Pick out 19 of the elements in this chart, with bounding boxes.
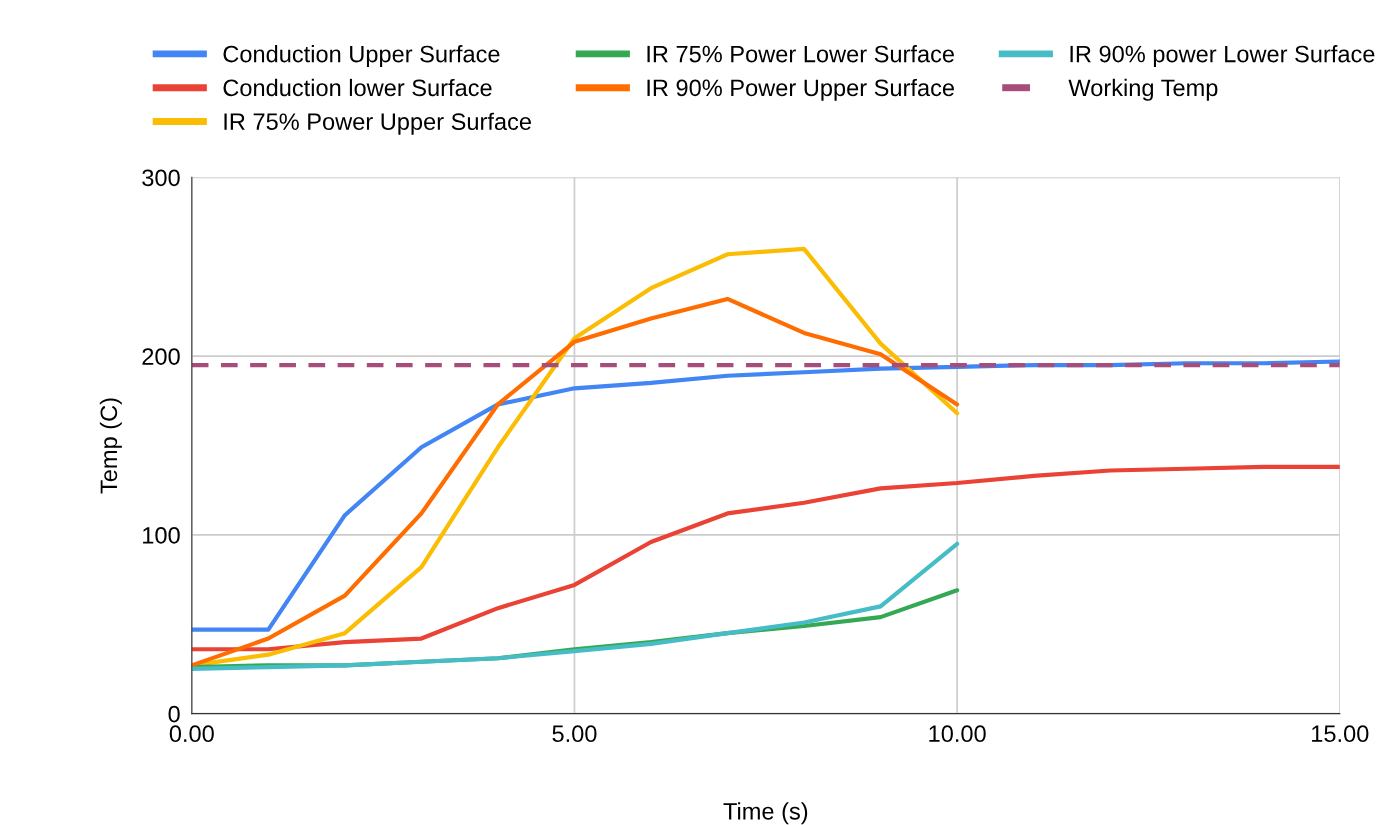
legend-label: Working Temp [1068,78,1218,101]
legend-label: IR 75% Power Upper Surface [224,112,531,135]
x-tick-label: 0.00 [169,725,214,743]
x-axis-title: Time (s) [723,802,808,825]
x-tick-label: 15.00 [1312,725,1369,743]
legend-label: Conduction lower Surface [223,78,492,97]
y-axis-title: Temp (C) [99,398,122,494]
y-tick-label: 300 [142,169,180,187]
y-tick-label: 100 [143,526,180,544]
y-tick-label: 0 [168,705,180,723]
line-series [191,464,1340,652]
legend-label: IR 75% Power Lower Surface [647,45,954,63]
x-tick-label: 5.00 [552,725,597,743]
y-tick-label: 200 [142,348,180,365]
x-tick-label: 10.00 [929,725,986,743]
line-series [191,541,960,672]
legend-label: IR 90% Power Upper Surface [647,78,954,101]
legend-label: IR 90% power Lower Surface [1070,45,1375,68]
legend-label: Conduction Upper Surface [223,45,500,68]
